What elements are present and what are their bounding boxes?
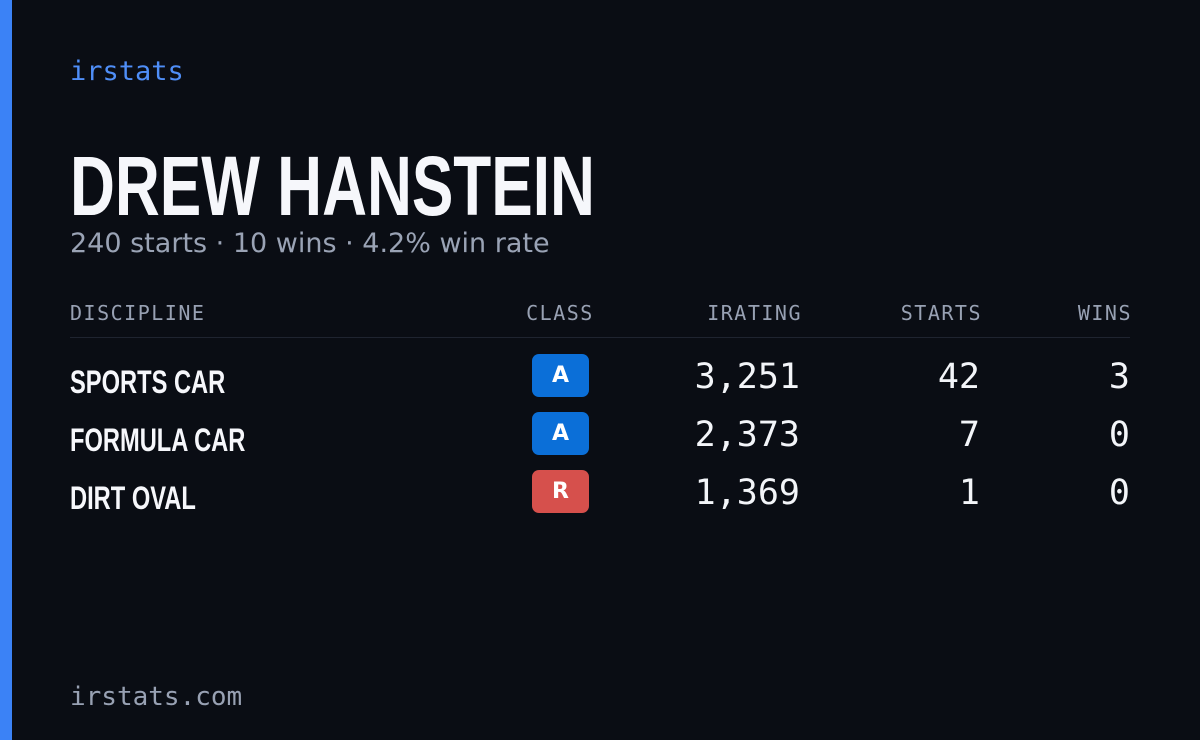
class-badge: R bbox=[532, 470, 589, 513]
header-irating: IRATING bbox=[707, 301, 802, 325]
wins: 3 bbox=[1108, 357, 1130, 397]
class-badge: A bbox=[532, 412, 589, 455]
irating: 2,373 bbox=[694, 415, 800, 455]
header-rule bbox=[70, 337, 1130, 338]
footer-url: irstats.com bbox=[70, 682, 243, 712]
irating: 3,251 bbox=[694, 357, 800, 397]
header-discipline: DISCIPLINE bbox=[70, 301, 206, 325]
accent-bar bbox=[0, 0, 12, 740]
starts: 7 bbox=[958, 415, 980, 455]
header-class: CLASS bbox=[526, 301, 594, 325]
wins: 0 bbox=[1108, 473, 1130, 513]
driver-name: DREW HANSTEIN bbox=[70, 139, 595, 233]
header-wins: WINS bbox=[1077, 301, 1132, 325]
starts: 1 bbox=[958, 473, 980, 513]
discipline: DIRT OVAL bbox=[70, 480, 196, 516]
starts: 42 bbox=[937, 357, 980, 397]
discipline: FORMULA CAR bbox=[70, 422, 246, 458]
irating: 1,369 bbox=[694, 473, 800, 513]
wins: 0 bbox=[1108, 415, 1130, 455]
brand: irstats bbox=[70, 56, 184, 87]
header-starts: STARTS bbox=[900, 301, 982, 325]
summary: 240 starts · 10 wins · 4.2% win rate bbox=[70, 228, 550, 259]
discipline: SPORTS CAR bbox=[70, 364, 226, 400]
class-badge: A bbox=[532, 354, 589, 397]
